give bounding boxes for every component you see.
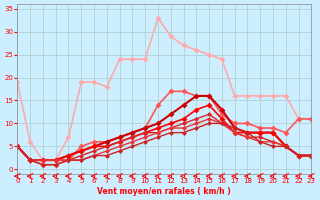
X-axis label: Vent moyen/en rafales ( km/h ): Vent moyen/en rafales ( km/h ): [98, 187, 231, 196]
